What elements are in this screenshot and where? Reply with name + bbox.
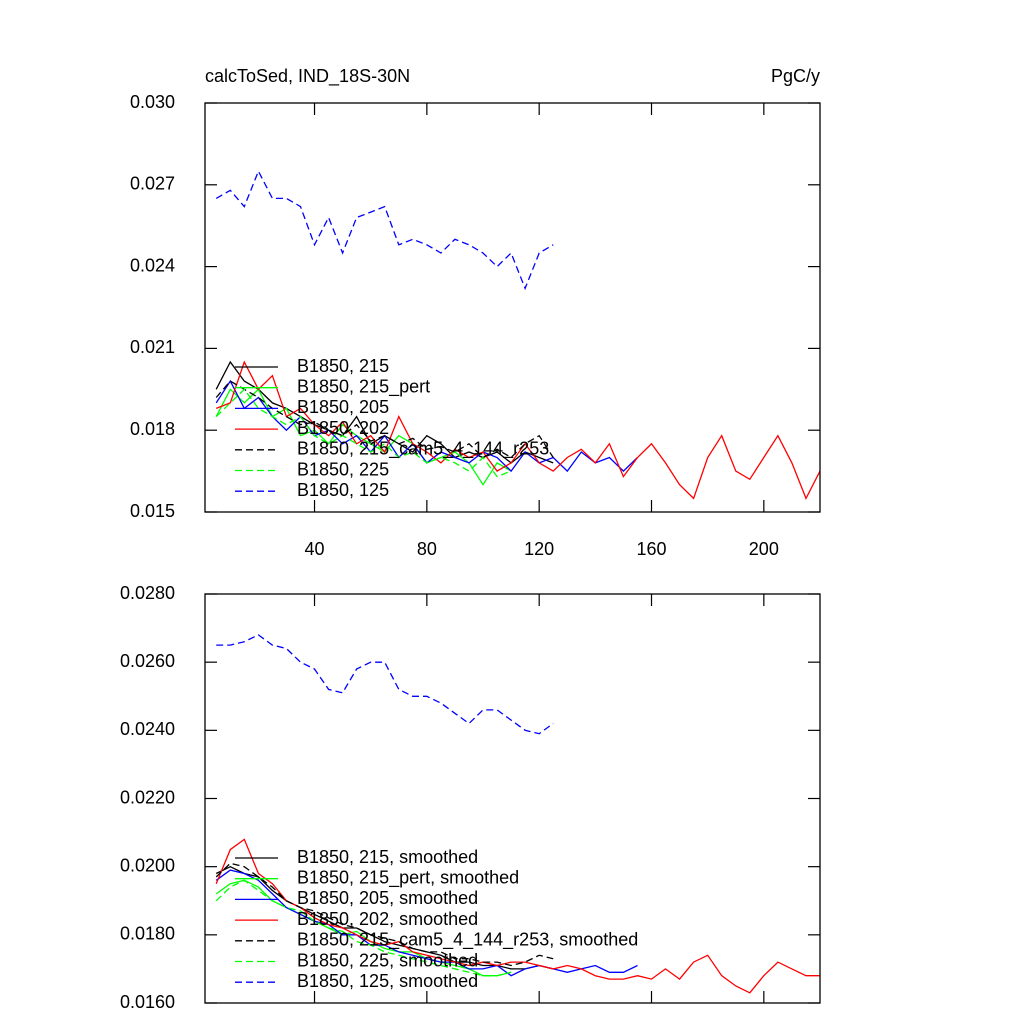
legend-label: B1850, 215_pert: [297, 376, 430, 397]
series-line: [215, 879, 512, 977]
series-line: [215, 862, 554, 967]
chart-title: calcToSed, IND_18S-30N: [205, 66, 410, 87]
y-tick-label: 0.0180: [120, 924, 175, 944]
y-tick-label: 0.021: [130, 337, 175, 357]
x-tick-label: 120: [524, 539, 554, 559]
legend-label: B1850, 202, smoothed: [297, 909, 478, 929]
series-line: [216, 634, 554, 735]
y-tick-label: 0.024: [130, 255, 175, 275]
plot-frame: [204, 593, 821, 1004]
legend-label: B1850, 205: [297, 397, 389, 417]
y-tick-label: 0.0260: [120, 651, 175, 671]
y-tick-label: 0.015: [130, 501, 175, 521]
y-tick-label: 0.0240: [120, 719, 175, 739]
legend-label: B1850, 215, smoothed: [297, 847, 478, 867]
plot-frame: [204, 102, 821, 513]
x-tick-label: 80: [417, 539, 437, 559]
series-line: [215, 869, 638, 977]
y-tick-label: 0.0160: [120, 992, 175, 1012]
legend-label: B1850, 215: [297, 356, 389, 376]
y-tick-label: 0.0200: [120, 855, 175, 875]
series-line: [215, 360, 821, 500]
legend-label: B1850, 125, smoothed: [297, 971, 478, 991]
legend-label: B1850, 205, smoothed: [297, 888, 478, 908]
units-label: PgC/y: [771, 66, 820, 86]
series-line: [215, 388, 512, 478]
legend-label: B1850, 215_cam5_4_144_r253, smoothed: [297, 930, 638, 951]
legend-label: B1850, 215_cam5_4_144_r253: [297, 439, 549, 460]
series-line: [215, 838, 820, 994]
legend-label: B1850, 225, smoothed: [297, 950, 478, 970]
x-tick-label: 200: [749, 539, 779, 559]
legend-label: B1850, 225: [297, 459, 389, 479]
y-tick-label: 0.0220: [120, 787, 175, 807]
y-tick-label: 0.030: [130, 92, 175, 112]
x-tick-label: 40: [305, 539, 325, 559]
x-tick-label: 160: [636, 539, 666, 559]
legend-label: B1850, 125: [297, 480, 389, 500]
y-tick-label: 0.0280: [120, 583, 175, 603]
series-line: [215, 879, 512, 977]
legend-label: B1850, 215_pert, smoothed: [297, 867, 519, 888]
series-line: [215, 169, 554, 291]
y-tick-label: 0.018: [130, 419, 175, 439]
y-tick-label: 0.027: [130, 174, 175, 194]
legend-label: B1850, 202: [297, 418, 389, 438]
